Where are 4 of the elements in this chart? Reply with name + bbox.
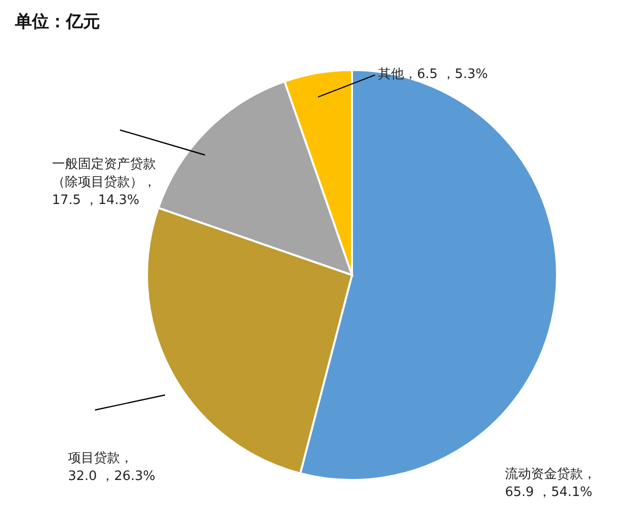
chart-title: 单位：亿元 [14, 12, 100, 32]
slice-label: 流动资金贷款，65.9 ，54.1% [505, 466, 596, 500]
slice-label: 项目贷款，32.0 ，26.3% [68, 451, 156, 484]
slice-label: 一般固定资产贷款（除项目贷款），17.5 ，14.3% [52, 157, 156, 208]
